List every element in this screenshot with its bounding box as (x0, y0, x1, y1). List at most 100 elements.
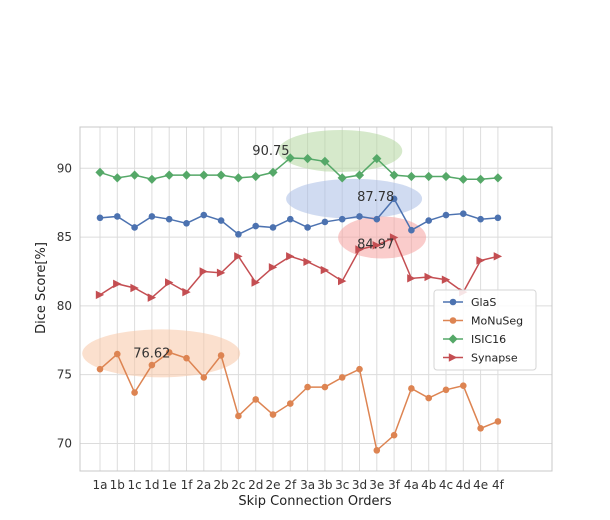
x-tick-labels: 1a 1b 1c 1d 1e 1f 2a 2b 2c 2d 2e 2f 3a 3b 3c 3d 3e 3f 4a 4b… (93, 478, 505, 492)
data-point-glas (269, 224, 277, 231)
data-point-synapse (130, 283, 139, 293)
data-point-monuseg (200, 374, 208, 381)
data-point-isic16 (372, 154, 382, 164)
data-point-monuseg (477, 425, 484, 432)
legend-label-glas: GlaS (471, 296, 496, 309)
data-point-monuseg (217, 352, 225, 359)
x-tick-label: 1c (127, 478, 141, 492)
data-point-isic16 (147, 174, 157, 184)
data-point-glas (425, 217, 433, 224)
data-point-synapse (389, 233, 399, 242)
data-point-synapse (268, 263, 278, 272)
data-point-synapse (338, 276, 347, 286)
data-point-glas (131, 224, 138, 231)
data-point-synapse (113, 279, 122, 289)
data-point-synapse (216, 268, 226, 278)
data-point-synapse (407, 274, 416, 283)
value-annotation: 84.97 (357, 237, 394, 252)
plot-frame (79, 126, 553, 472)
data-point-glas (287, 215, 294, 223)
legend-swatch-marker-synapse (448, 353, 458, 362)
legend-swatch-marker-monuseg (449, 317, 457, 324)
y-tick-label: 75 (57, 368, 72, 382)
data-point-isic16 (199, 170, 209, 180)
x-tick-label: 2c (231, 478, 245, 492)
x-tick-label: 3b (317, 478, 332, 492)
data-point-monuseg (408, 385, 415, 392)
x-tick-label: 3a (300, 478, 315, 492)
data-point-glas (460, 210, 467, 217)
grid (80, 127, 552, 471)
data-point-synapse (95, 290, 105, 300)
data-point-monuseg (235, 412, 242, 420)
value-annotations: 90.75 87.78 84.97 76.62 (133, 144, 394, 361)
x-tick-label: 4d (456, 478, 471, 492)
x-tick-label: 1e (162, 478, 177, 492)
x-tick-label: 4f (492, 478, 505, 492)
y-tick-label: 85 (57, 230, 72, 244)
legend-label-isic16: ISIC16 (471, 333, 506, 346)
data-point-isic16 (476, 174, 486, 184)
legend-box (433, 289, 537, 371)
data-point-glas (477, 215, 484, 223)
data-point-isic16 (285, 153, 295, 163)
data-point-glas (114, 213, 121, 220)
data-point-synapse (372, 241, 381, 250)
data-point-synapse (493, 252, 503, 261)
data-point-isic16 (233, 173, 243, 183)
x-tick-label: 1f (181, 478, 194, 492)
data-point-monuseg (338, 374, 346, 381)
data-point-monuseg (425, 394, 433, 402)
data-point-glas (356, 213, 363, 220)
data-point-isic16 (216, 170, 226, 180)
data-point-isic16 (164, 170, 174, 180)
x-tick-label: 4b (421, 478, 436, 492)
data-point-isic16 (458, 174, 468, 184)
legend-swatch-marker-glas (449, 298, 457, 306)
data-point-glas (183, 220, 190, 227)
data-point-glas (390, 195, 398, 203)
highlight-ellipse-glas (286, 178, 423, 219)
data-point-isic16 (389, 170, 399, 180)
data-point-synapse (147, 293, 157, 302)
data-point-isic16 (424, 171, 434, 182)
data-point-synapse (182, 287, 191, 297)
data-point-glas (338, 215, 346, 223)
legend: GlaS MoNuSeg ISIC16 Synapse (433, 289, 537, 371)
data-point-isic16 (303, 154, 313, 164)
x-tick-label: 2f (284, 478, 297, 492)
data-point-glas (217, 217, 225, 224)
highlight-ellipses (82, 129, 427, 378)
legend-label-synapse: Synapse (471, 352, 518, 365)
data-point-synapse (441, 275, 451, 284)
x-tick-label: 1d (144, 478, 159, 492)
data-point-isic16 (320, 156, 330, 166)
data-point-monuseg (460, 382, 467, 389)
y-tick-label: 90 (57, 161, 72, 175)
data-point-monuseg (494, 418, 502, 425)
data-point-glas (442, 211, 450, 219)
data-point-monuseg (390, 431, 398, 439)
data-point-monuseg (287, 400, 294, 407)
data-point-synapse (355, 245, 364, 254)
data-point-synapse (320, 265, 330, 275)
data-point-isic16 (268, 167, 278, 178)
x-axis-label: Skip Connection Orders (238, 494, 391, 509)
data-point-glas (494, 214, 502, 222)
x-tick-label: 3d (352, 478, 367, 492)
y-tick-label: 70 (57, 436, 72, 450)
x-tick-label: 2b (213, 478, 228, 492)
data-point-isic16 (337, 173, 347, 183)
y-tick-labels: 70 75 80 85 90 (57, 161, 72, 450)
data-point-synapse (424, 272, 433, 282)
legend-label-monuseg: MoNuSeg (471, 315, 523, 328)
data-point-monuseg (131, 389, 138, 396)
x-tick-label: 2d (248, 478, 263, 492)
value-annotation: 90.75 (252, 144, 289, 159)
data-point-isic16 (95, 167, 105, 178)
data-point-monuseg (442, 386, 450, 394)
data-point-glas (373, 215, 381, 223)
x-tick-label: 4e (473, 478, 488, 492)
x-tick-label: 3e (369, 478, 384, 492)
